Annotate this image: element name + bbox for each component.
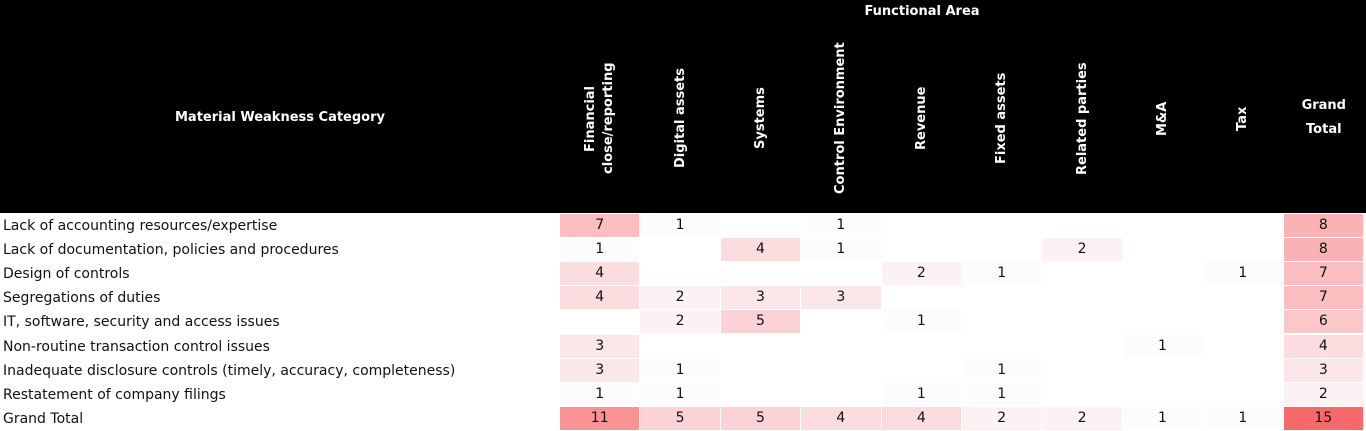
header-band: Functional Area Material Weakness Catego…	[0, 0, 1366, 213]
row-label: IT, software, security and access issues	[3, 314, 280, 331]
value-cell: 3	[560, 358, 640, 382]
value-cell: 7	[1283, 286, 1363, 310]
row-label: Segregations of duties	[3, 290, 161, 307]
row-header: Material Weakness Category	[174, 110, 385, 125]
value-cell: 1	[640, 382, 720, 406]
value-cell: 1	[560, 382, 640, 406]
column-header: Digital assets	[672, 68, 688, 169]
value-cell: 4	[720, 238, 801, 262]
value-cell: 1	[962, 382, 1042, 406]
value-cell: 1	[640, 358, 720, 382]
column-header: Control Environment	[833, 42, 849, 195]
value-cell: 2	[881, 262, 961, 286]
value-cell: 6	[1283, 310, 1363, 334]
value-cell: 3	[1283, 358, 1363, 382]
column-header: Fixed assets	[994, 72, 1010, 165]
value-cell: 3	[560, 334, 640, 358]
value-cell: 2	[640, 310, 720, 334]
value-cell: 1	[560, 238, 640, 262]
column-header: Systems	[753, 87, 768, 150]
value-cell: 11	[560, 406, 640, 430]
column-header: Grand Total	[1301, 98, 1346, 137]
value-cell: 2	[1042, 406, 1122, 430]
row-label: Design of controls	[3, 266, 130, 283]
column-header: M&A	[1155, 101, 1170, 136]
value-cell: 8	[1283, 214, 1363, 237]
value-cell: 2	[640, 286, 720, 310]
row-label: Lack of documentation, policies and proc…	[3, 242, 339, 259]
value-cell: 2	[1283, 382, 1363, 406]
row-label: Lack of accounting resources/expertise	[3, 218, 278, 234]
value-cell: 1	[881, 310, 961, 334]
value-cell: 8	[1283, 238, 1363, 262]
value-cell: 1	[640, 214, 720, 237]
value-cell: 3	[801, 286, 881, 310]
value-cell: 1	[1122, 406, 1203, 430]
column-header: Revenue	[913, 86, 929, 151]
value-cell: 4	[560, 262, 640, 286]
value-cell: 1	[962, 262, 1042, 286]
value-cell: 4	[560, 286, 640, 310]
value-cell: 15	[1283, 406, 1363, 430]
value-cell: 1	[801, 214, 881, 237]
value-cell: 1	[1122, 334, 1203, 358]
value-cell: 7	[560, 214, 640, 237]
value-cell: 5	[720, 406, 801, 430]
column-group-title: Functional Area	[864, 4, 980, 19]
value-cell: 4	[801, 406, 881, 430]
value-cell: 1	[1203, 406, 1283, 430]
value-cell: 1	[1203, 262, 1283, 286]
value-cell: 4	[881, 406, 961, 430]
row-label: Inadequate disclosure controls (timely, …	[3, 362, 456, 379]
value-cell: 5	[640, 406, 720, 430]
row-label: Non-routine transaction control issues	[3, 338, 270, 355]
value-cell: 3	[720, 286, 801, 310]
value-cell: 2	[962, 406, 1042, 430]
value-cell: 1	[962, 358, 1042, 382]
value-cell: 2	[1042, 238, 1122, 262]
value-cell: 7	[1283, 262, 1363, 286]
value-cell: 5	[720, 310, 801, 334]
column-header: Financial close/reporting	[583, 62, 617, 175]
column-header: Related parties	[1074, 62, 1090, 175]
value-cell: 1	[801, 238, 881, 262]
row-label: Grand Total	[3, 410, 84, 427]
value-cell: 1	[881, 382, 961, 406]
value-cell: 4	[1283, 334, 1363, 358]
row-label: Restatement of company filings	[3, 386, 226, 403]
column-header: Tax	[1235, 106, 1251, 131]
